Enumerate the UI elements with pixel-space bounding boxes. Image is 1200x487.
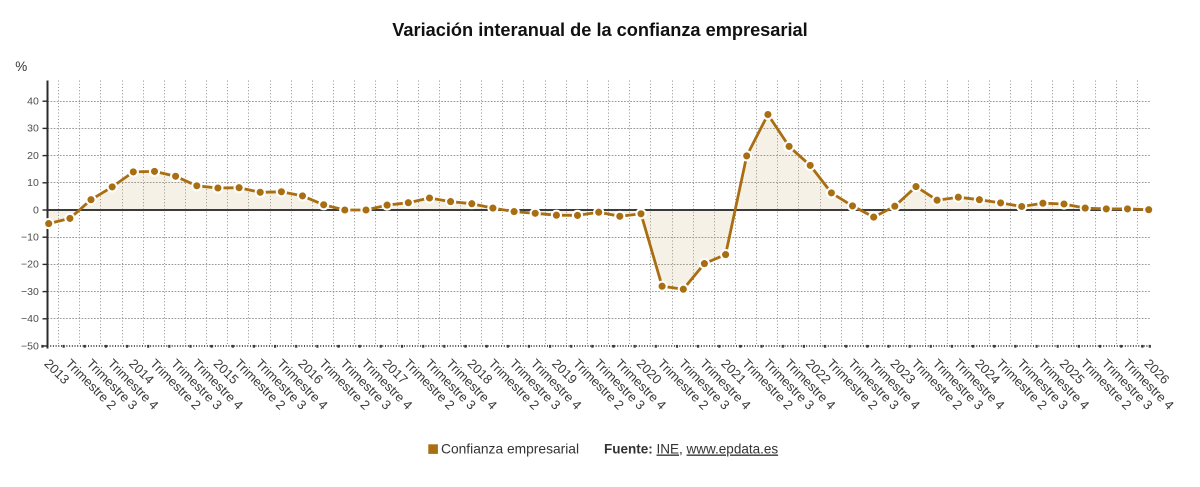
svg-text:−30: −30 xyxy=(21,286,39,298)
svg-text:−20: −20 xyxy=(21,259,39,271)
svg-text:Variación interanual de la con: Variación interanual de la confianza emp… xyxy=(392,20,807,40)
svg-text:−10: −10 xyxy=(21,232,39,244)
svg-text:Confianza empresarial: Confianza empresarial xyxy=(441,442,579,457)
svg-text:30: 30 xyxy=(27,123,39,135)
svg-text:%: % xyxy=(15,59,27,74)
svg-text:20: 20 xyxy=(27,150,39,162)
svg-text:0: 0 xyxy=(33,204,39,216)
svg-text:Fuente: INE, www.epdata.es: Fuente: INE, www.epdata.es xyxy=(604,442,778,457)
svg-text:−40: −40 xyxy=(21,313,39,325)
svg-text:10: 10 xyxy=(27,177,39,189)
svg-text:−50: −50 xyxy=(21,340,39,352)
svg-text:40: 40 xyxy=(27,96,39,108)
